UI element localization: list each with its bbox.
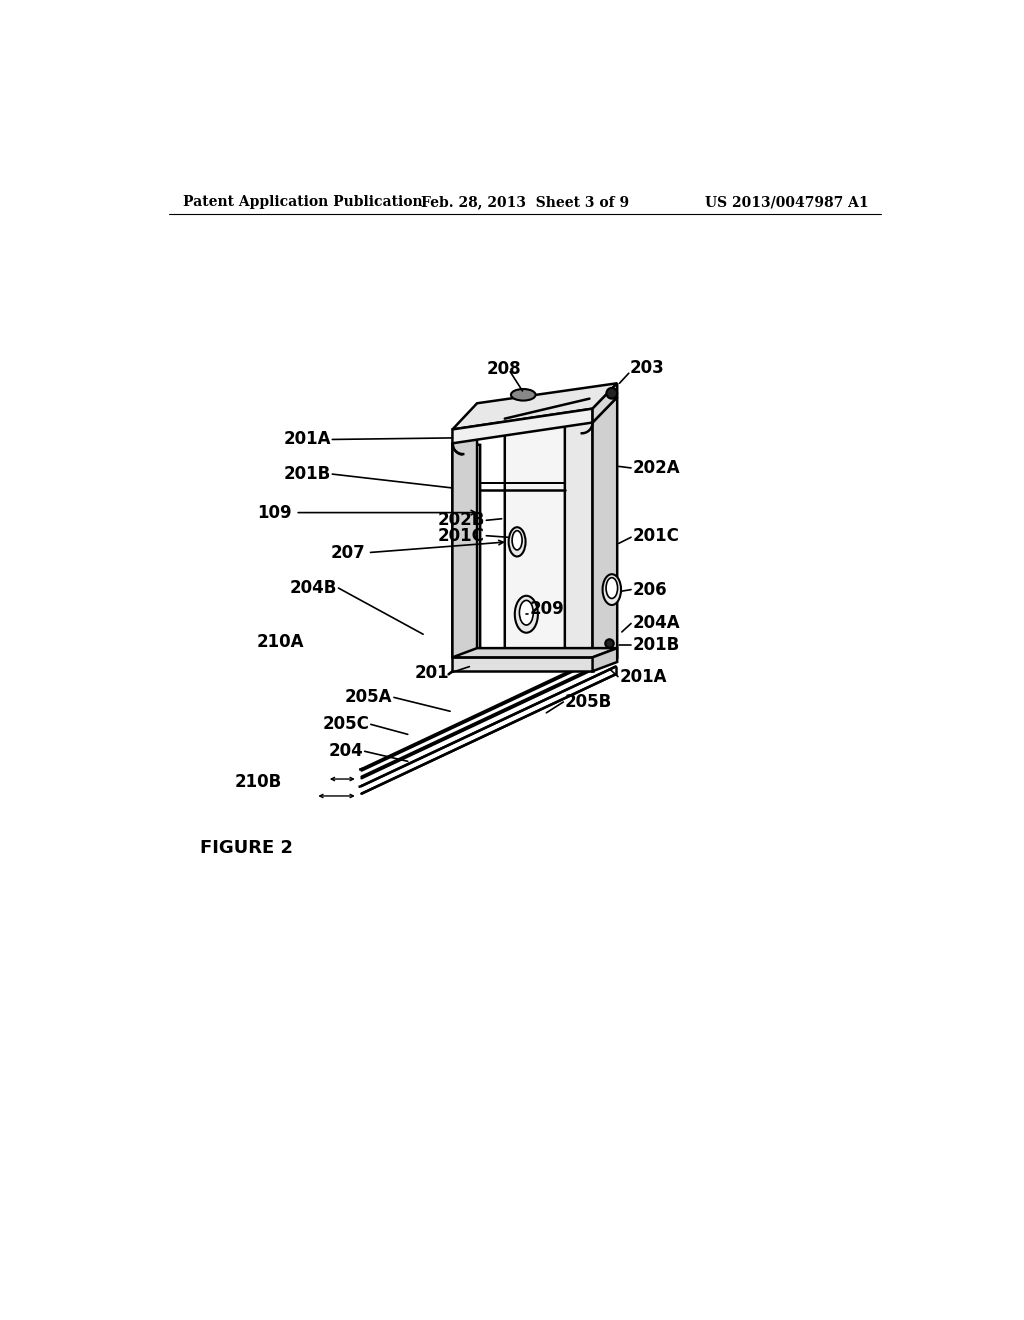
Text: 201A: 201A bbox=[284, 430, 331, 449]
Ellipse shape bbox=[512, 531, 522, 550]
Text: 201B: 201B bbox=[633, 636, 680, 653]
Text: 203: 203 bbox=[630, 359, 665, 376]
Text: 209: 209 bbox=[529, 599, 564, 618]
Ellipse shape bbox=[509, 527, 525, 557]
Text: 201C: 201C bbox=[633, 527, 680, 545]
Text: Patent Application Publication: Patent Application Publication bbox=[183, 195, 423, 210]
Text: 205B: 205B bbox=[565, 693, 612, 711]
Polygon shape bbox=[453, 657, 593, 671]
Polygon shape bbox=[593, 397, 617, 657]
Polygon shape bbox=[453, 409, 593, 444]
Polygon shape bbox=[453, 444, 480, 657]
Ellipse shape bbox=[605, 639, 613, 648]
Text: FIGURE 2: FIGURE 2 bbox=[200, 838, 293, 857]
Text: 205C: 205C bbox=[323, 715, 370, 734]
Ellipse shape bbox=[602, 574, 621, 605]
Text: 206: 206 bbox=[633, 581, 668, 598]
Text: 202B: 202B bbox=[437, 511, 484, 529]
Text: 109: 109 bbox=[258, 504, 292, 521]
Text: 204A: 204A bbox=[633, 615, 680, 632]
Text: 205A: 205A bbox=[345, 689, 392, 706]
Ellipse shape bbox=[606, 388, 617, 399]
Polygon shape bbox=[593, 383, 617, 422]
Text: 210B: 210B bbox=[234, 774, 282, 791]
Text: 204: 204 bbox=[329, 742, 364, 760]
Ellipse shape bbox=[511, 389, 536, 400]
Ellipse shape bbox=[519, 601, 534, 626]
Text: 207: 207 bbox=[331, 544, 366, 561]
Text: Feb. 28, 2013  Sheet 3 of 9: Feb. 28, 2013 Sheet 3 of 9 bbox=[421, 195, 629, 210]
Text: 204B: 204B bbox=[290, 579, 337, 597]
Text: 202A: 202A bbox=[633, 459, 680, 477]
Polygon shape bbox=[453, 417, 477, 657]
Text: 201A: 201A bbox=[620, 668, 667, 685]
Ellipse shape bbox=[606, 578, 617, 598]
Polygon shape bbox=[453, 383, 617, 429]
Text: US 2013/0047987 A1: US 2013/0047987 A1 bbox=[705, 195, 868, 210]
Text: 201C: 201C bbox=[438, 527, 484, 545]
Text: 201B: 201B bbox=[284, 465, 331, 483]
Polygon shape bbox=[505, 399, 590, 657]
Polygon shape bbox=[565, 422, 593, 657]
Ellipse shape bbox=[515, 595, 538, 632]
Polygon shape bbox=[593, 648, 617, 671]
Text: 210A: 210A bbox=[256, 634, 304, 651]
Text: 201: 201 bbox=[415, 664, 450, 681]
Text: 208: 208 bbox=[486, 360, 521, 379]
Polygon shape bbox=[453, 648, 617, 657]
